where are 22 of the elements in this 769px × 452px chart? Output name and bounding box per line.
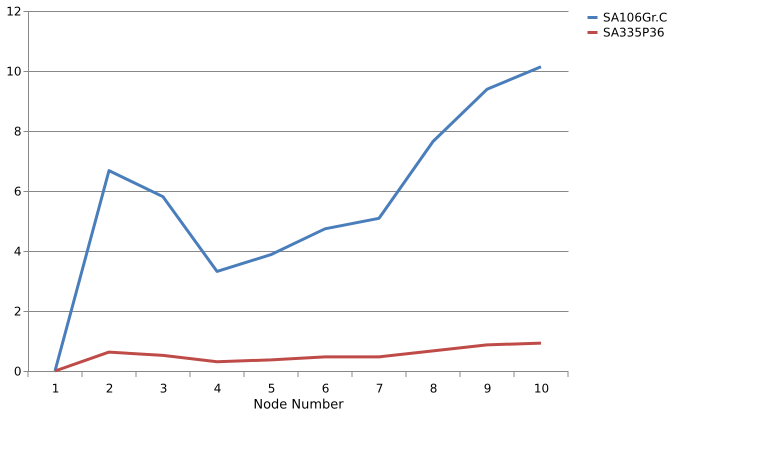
legend-label: SA106Gr.C — [603, 10, 668, 24]
x-tick-label: 8 — [430, 382, 438, 396]
y-tick-label: 6 — [14, 184, 22, 198]
y-tick-label: 10 — [6, 64, 22, 78]
line-series — [54, 65, 542, 372]
legend-label: SA335P36 — [603, 26, 664, 40]
x-tick-label: 6 — [322, 382, 330, 396]
y-tick-label: 4 — [14, 244, 22, 258]
y-tick-label: 12 — [6, 4, 22, 18]
x-tick-label: 5 — [268, 382, 276, 396]
x-tick-label: 4 — [214, 382, 222, 396]
x-axis-title: Node Number — [253, 398, 344, 412]
line-series — [54, 342, 542, 372]
x-tick-label: 9 — [484, 382, 492, 396]
y-tick-label: 0 — [14, 364, 22, 378]
x-tick-label: 1 — [52, 382, 60, 396]
y-tick-label: 2 — [14, 304, 22, 318]
x-tick-label: 3 — [160, 382, 168, 396]
y-tick-label: 8 — [14, 124, 22, 138]
x-tick-label: 7 — [376, 382, 384, 396]
x-tick-label: 10 — [534, 382, 550, 396]
x-tick-label: 2 — [106, 382, 114, 396]
